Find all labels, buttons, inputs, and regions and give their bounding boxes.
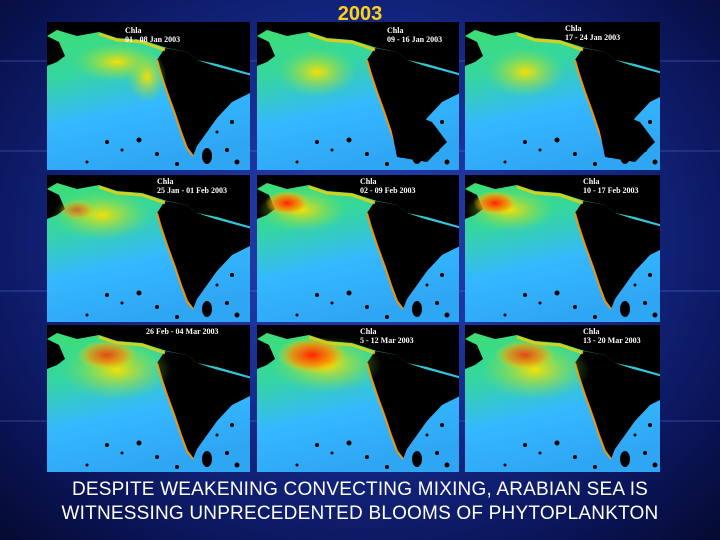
panel-var-label: Chla	[360, 327, 377, 336]
year-title: 2003	[337, 3, 383, 25]
panel-var-label: Chla	[583, 327, 600, 336]
panel-date-label: 09 - 16 Jan 2003	[387, 35, 443, 44]
panel-var-label: Chla	[125, 26, 142, 35]
map-panel-4: Chla 25 Jan - 01 Feb 2003	[47, 175, 250, 322]
panel-date-label: 26 Feb - 04 Mar 2003	[146, 327, 219, 336]
panel-date-label: 17 - 24 Jan 2003	[565, 33, 621, 42]
map-panel-6: Chla 10 - 17 Feb 2003	[465, 175, 660, 322]
map-panel-9: Chla 13 - 20 Mar 2003	[465, 325, 660, 472]
panel-date-label: 02 - 09 Feb 2003	[360, 186, 416, 195]
map-panel-1: Chla 01 - 08 Jan 2003	[47, 22, 250, 170]
caption: DESPITE WEAKENING CONVECTING MIXING, ARA…	[0, 478, 720, 526]
map-panel-2: Chla 09 - 16 Jan 2003	[257, 22, 459, 170]
map-panel-8: Chla 5 - 12 Mar 2003	[257, 325, 459, 472]
map-panel-7: 26 Feb - 04 Mar 2003	[47, 325, 250, 472]
panel-date-label: 01 - 08 Jan 2003	[125, 35, 181, 44]
map-panel-3: Chla 17 - 24 Jan 2003	[465, 22, 660, 170]
panel-date-label: 13 - 20 Mar 2003	[583, 336, 641, 345]
caption-line-2: WITNESSING UNPRECEDENTED BLOOMS OF PHYTO…	[61, 503, 659, 524]
panel-var-label: Chla	[157, 177, 174, 186]
panel-var-label: Chla	[565, 24, 582, 33]
caption-line-1: DESPITE WEAKENING CONVECTING MIXING, ARA…	[71, 479, 649, 500]
panel-var-label: Chla	[387, 26, 404, 35]
panel-var-label: Chla	[583, 177, 600, 186]
panel-date-label: 5 - 12 Mar 2003	[360, 336, 414, 345]
panel-date-label: 25 Jan - 01 Feb 2003	[157, 186, 227, 195]
chlorophyll-map-grid: Chla 01 - 08 Jan 2003 Chla 09 - 16 Jan 2…	[47, 22, 463, 472]
map-panel-5: Chla 02 - 09 Feb 2003	[257, 175, 459, 322]
panel-date-label: 10 - 17 Feb 2003	[583, 186, 639, 195]
panel-var-label: Chla	[360, 177, 377, 186]
